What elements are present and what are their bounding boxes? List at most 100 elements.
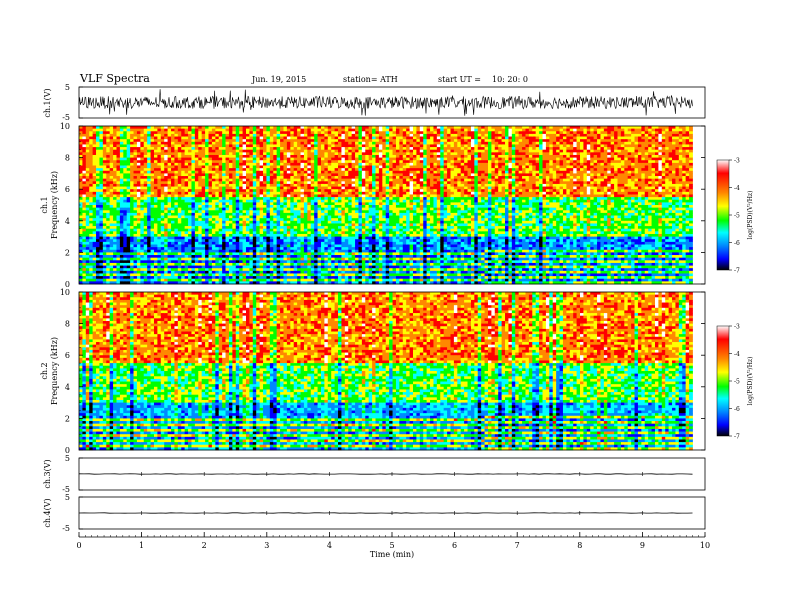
- spectrogram-cell: [116, 270, 121, 274]
- spectrogram-cell: [293, 183, 298, 187]
- spectrogram-cell: [102, 241, 107, 245]
- spectrogram-cell: [351, 231, 356, 235]
- spectrogram-cell: [136, 233, 141, 237]
- spectrogram-cell: [123, 260, 128, 264]
- spectrogram-cell: [283, 168, 288, 172]
- spectrogram-cell: [126, 239, 131, 243]
- spectrogram-cell: [263, 223, 267, 227]
- spectrogram-cell: [307, 154, 312, 158]
- spectrogram-cell: [239, 226, 243, 230]
- spectrogram-cell: [225, 212, 230, 216]
- spectrogram-cell: [89, 139, 94, 143]
- spectrogram-cell: [283, 276, 288, 280]
- spectrogram-cell: [92, 247, 97, 251]
- spectrogram-cell: [92, 215, 97, 219]
- spectrogram-cell: [338, 265, 342, 269]
- spectrogram-cell: [317, 199, 322, 203]
- spectrogram-cell: [89, 147, 94, 151]
- spectrogram-cell: [300, 162, 305, 166]
- spectrogram-cell: [208, 131, 213, 135]
- spectrogram-cell: [358, 144, 363, 148]
- spectrogram-cell: [205, 199, 209, 203]
- spectrogram-cell: [157, 249, 162, 253]
- spectrogram-cell: [157, 181, 162, 185]
- spectrogram-cell: [177, 199, 182, 203]
- spectrogram-cell: [92, 197, 97, 201]
- spectrogram-cell: [355, 236, 359, 240]
- spectrogram-cell: [263, 168, 267, 172]
- spectrogram-cell: [252, 212, 257, 216]
- spectrogram-cell: [273, 131, 278, 135]
- spectrogram-cell: [153, 270, 158, 274]
- spectrogram-cell: [225, 139, 230, 143]
- spectrogram-cell: [150, 197, 155, 201]
- spectrogram-cell: [153, 247, 158, 251]
- spectrogram-cell: [341, 270, 346, 274]
- spectrogram-cell: [177, 228, 182, 232]
- spectrogram-cell: [140, 252, 145, 256]
- spectrogram-cell: [215, 247, 220, 251]
- spectrogram-cell: [327, 154, 332, 158]
- spectrogram-cell: [79, 215, 83, 219]
- spectrogram-cell: [331, 252, 336, 256]
- spectrogram-cell: [92, 278, 97, 282]
- spectrogram-cell: [89, 241, 94, 245]
- spectrogram-cell: [293, 133, 298, 137]
- spectrogram-cell: [133, 173, 138, 177]
- spectrogram-cell: [130, 152, 134, 156]
- spectrogram-cell: [89, 178, 94, 182]
- spectrogram-cell: [310, 281, 315, 285]
- spectrogram-cell: [113, 210, 117, 214]
- spectrogram-cell: [116, 247, 121, 251]
- spectrogram-cell: [338, 133, 342, 137]
- spectrogram-cell: [147, 265, 151, 269]
- spectrogram-cell: [191, 149, 196, 153]
- spectrogram-cell: [99, 262, 104, 266]
- spectrogram-cell: [280, 189, 284, 193]
- spectrogram-cell: [150, 220, 155, 224]
- spectrogram-cell: [341, 152, 346, 156]
- spectrogram-cell: [280, 144, 284, 148]
- spectrogram-cell: [307, 189, 312, 193]
- spectrogram-cell: [290, 141, 295, 145]
- spectrogram-cell: [143, 205, 148, 209]
- spectrogram-cell: [177, 141, 182, 145]
- spectrogram-cell: [82, 160, 87, 164]
- spectrogram-cell: [191, 212, 196, 216]
- spectrogram-cell: [215, 181, 220, 185]
- spectrogram-cell: [174, 199, 179, 203]
- spectrogram-cell: [341, 281, 346, 285]
- spectrogram-cell: [273, 154, 278, 158]
- spectrogram-cell: [222, 149, 226, 153]
- spectrogram-cell: [320, 212, 325, 216]
- spectrogram-cell: [252, 168, 257, 172]
- spectrogram-cell: [324, 133, 329, 137]
- spectrogram-cell: [82, 205, 87, 209]
- spectrogram-cell: [320, 136, 325, 140]
- spectrogram-cell: [344, 233, 349, 237]
- spectrogram-cell: [259, 281, 264, 285]
- spectrogram-cell: [334, 226, 339, 230]
- spectrogram-cell: [205, 194, 209, 198]
- spectrogram-cell: [150, 128, 155, 132]
- spectrogram-cell: [113, 218, 117, 222]
- spectrogram-cell: [303, 141, 308, 145]
- spectrogram-cell: [300, 191, 305, 195]
- spectrogram-cell: [334, 268, 339, 272]
- spectrogram-cell: [171, 273, 175, 277]
- spectrogram-cell: [263, 262, 267, 266]
- spectrogram-cell: [290, 265, 295, 269]
- spectrogram-cell: [273, 257, 278, 261]
- spectrogram-cell: [307, 144, 312, 148]
- spectrogram-cell: [89, 126, 94, 130]
- spectrogram-cell: [201, 160, 206, 164]
- spectrogram-cell: [273, 126, 278, 130]
- spectrogram-cell: [106, 281, 111, 285]
- spectrogram-cell: [164, 223, 169, 227]
- spectrogram-cell: [184, 273, 189, 277]
- spectrogram-cell: [314, 220, 318, 224]
- spectrogram-cell: [99, 205, 104, 209]
- spectrogram-cell: [239, 260, 243, 264]
- spectrogram-cell: [106, 183, 111, 187]
- spectrogram-cell: [355, 157, 359, 161]
